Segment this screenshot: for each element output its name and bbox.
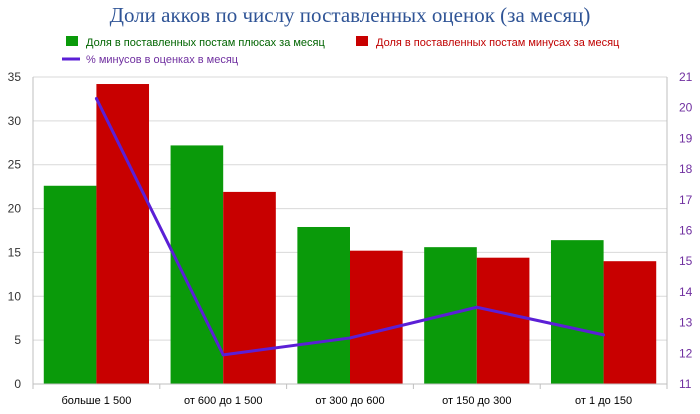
bar-minus (96, 84, 150, 384)
y-tick-label: 5 (14, 333, 21, 347)
axes (32, 77, 668, 389)
bar-minus (476, 257, 530, 384)
line-point (221, 353, 225, 357)
category-label: от 300 до 600 (315, 395, 384, 407)
legend-label-line: % минусов в оценках в месяц (86, 54, 239, 66)
legend-label-minus: Доля в поставленных постам минусах за ме… (376, 37, 620, 49)
y2-tick-label: 13 (679, 316, 693, 330)
chart-title: Доли акков по числу поставленных оценок … (110, 3, 591, 27)
y-tick-label: 20 (8, 202, 22, 216)
y2-tick-label: 19 (679, 131, 693, 145)
category-label: от 150 до 300 (442, 395, 511, 407)
bars (43, 84, 657, 384)
right-axis-ticks: 11 12 13 14 15 16 17 18 19 20 21 (679, 70, 693, 391)
y2-tick-label: 12 (679, 346, 693, 360)
line-point (602, 333, 606, 337)
legend-label-plus: Доля в поставленных постам плюсах за мес… (86, 37, 326, 49)
bar-plus (550, 240, 604, 384)
category-label: от 600 до 1 500 (184, 395, 263, 407)
left-axis-ticks: 0 5 10 15 20 25 30 35 (8, 70, 22, 391)
y2-tick-label: 14 (679, 285, 693, 299)
line-point (94, 96, 98, 100)
y-tick-label: 0 (14, 377, 21, 391)
bar-minus (603, 261, 657, 384)
legend-swatch-minus (356, 36, 368, 46)
y2-tick-label: 16 (679, 224, 693, 238)
category-label: от 1 до 150 (575, 395, 632, 407)
y-tick-label: 15 (8, 245, 22, 259)
bar-plus (424, 247, 477, 384)
bar-minus (350, 250, 403, 384)
legend-swatch-plus (66, 36, 78, 46)
y2-tick-label: 20 (679, 101, 693, 115)
y2-tick-label: 11 (679, 377, 692, 391)
y-tick-label: 25 (8, 158, 22, 172)
y-tick-label: 30 (8, 114, 22, 128)
y2-tick-label: 17 (679, 193, 693, 207)
y-tick-label: 35 (8, 70, 22, 84)
percent-line (94, 96, 606, 357)
category-label: больше 1 500 (61, 395, 131, 407)
y2-tick-label: 18 (679, 162, 693, 176)
line-point (475, 305, 479, 309)
line-point (348, 336, 352, 340)
legend: Доля в поставленных постам плюсах за мес… (62, 36, 620, 66)
bar-plus (297, 226, 350, 384)
y2-tick-label: 15 (679, 254, 693, 268)
y-tick-label: 10 (8, 289, 22, 303)
bar-plus (43, 185, 97, 384)
category-labels: больше 1 500 от 600 до 1 500 от 300 до 600… (61, 395, 632, 407)
y2-tick-label: 21 (679, 70, 693, 84)
